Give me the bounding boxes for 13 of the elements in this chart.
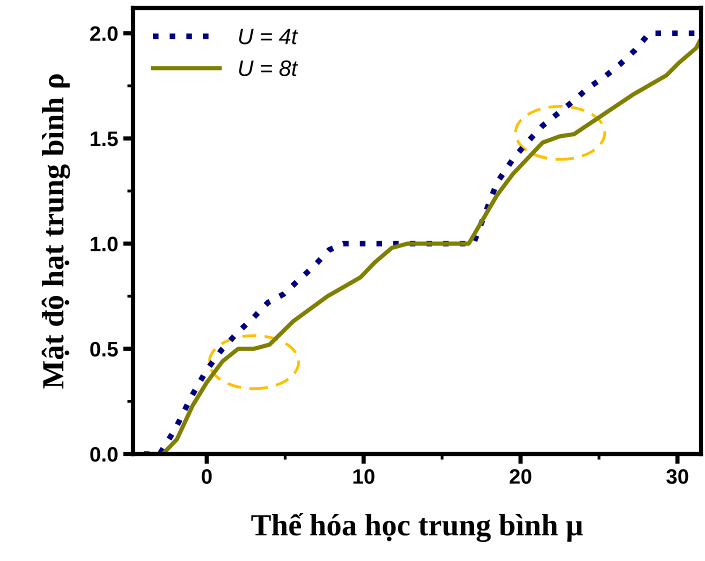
x-tick-label: 10	[353, 469, 374, 484]
y-tick-label: 0.0	[90, 447, 118, 462]
y-axis-title: Mật độ hạt trung bình ρ	[42, 74, 70, 388]
y-tick-label: 2.0	[90, 26, 118, 41]
x-tick-label: 0	[202, 469, 212, 484]
legend-label: U = 4t	[239, 28, 298, 44]
legend-label: U = 8t	[239, 60, 298, 76]
y-tick-label: 1.0	[90, 236, 118, 252]
y-tick-label: 0.5	[90, 342, 118, 357]
y-tick-label: 1.5	[90, 132, 118, 146]
x-tick-label: 20	[510, 469, 532, 484]
x-axis-title: Thế hóa học trung bình μ	[251, 513, 583, 542]
x-tick-label: 30	[666, 469, 688, 484]
